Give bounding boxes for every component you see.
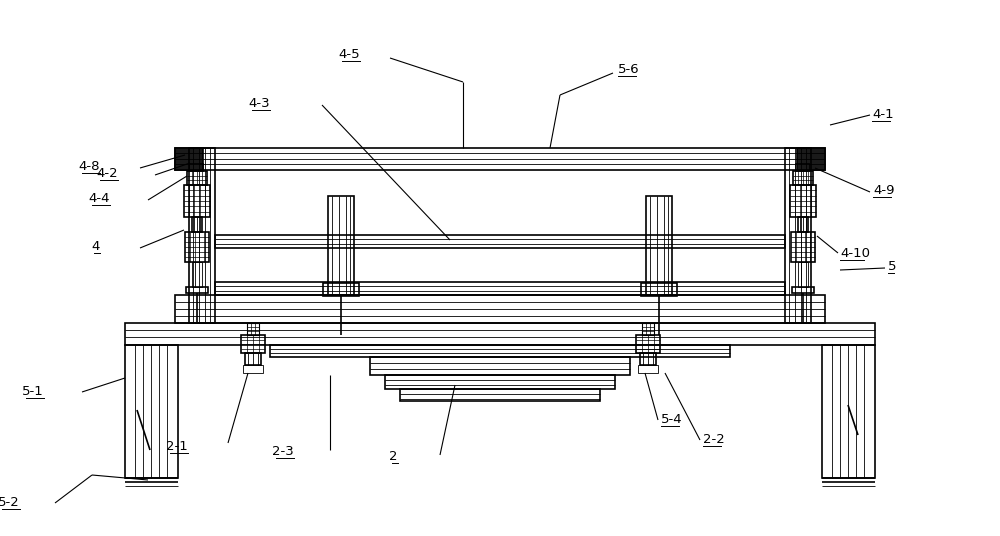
Bar [241, 335, 265, 353]
Bar [642, 323, 654, 335]
Bar [640, 353, 656, 365]
Bar [175, 295, 825, 323]
Bar [792, 287, 814, 293]
Bar [215, 235, 785, 248]
Bar [370, 357, 630, 375]
Bar [187, 171, 207, 185]
Bar [125, 345, 178, 478]
Text: 5-2: 5-2 [0, 496, 20, 509]
Text: 4-2: 4-2 [96, 167, 118, 180]
Text: 4-9: 4-9 [873, 184, 895, 197]
Bar [189, 163, 203, 171]
Bar [793, 171, 813, 185]
Bar [184, 185, 210, 217]
Bar [192, 217, 202, 232]
Bar [328, 196, 354, 295]
Text: 5-1: 5-1 [22, 385, 44, 398]
Text: 4-4: 4-4 [88, 192, 110, 205]
Text: 4-8: 4-8 [78, 160, 100, 173]
Bar [185, 232, 209, 262]
Text: 2-3: 2-3 [272, 445, 294, 458]
Bar [636, 335, 660, 353]
Bar [797, 148, 825, 170]
Text: 2-2: 2-2 [703, 433, 725, 446]
Bar [245, 353, 261, 365]
Text: 4-1: 4-1 [872, 108, 894, 121]
Bar [641, 283, 677, 296]
Bar [790, 185, 816, 217]
Bar [270, 345, 730, 357]
Text: 2: 2 [390, 450, 398, 463]
Bar [186, 287, 208, 293]
Bar [175, 148, 203, 170]
Bar [215, 282, 785, 295]
Text: 4-3: 4-3 [248, 97, 270, 110]
Bar [323, 283, 359, 296]
Bar [646, 196, 672, 295]
Bar [798, 217, 808, 232]
Bar [175, 148, 825, 170]
Bar [638, 365, 658, 373]
Bar [243, 365, 263, 373]
Bar [385, 375, 615, 389]
Bar [785, 148, 811, 323]
Text: 5: 5 [888, 260, 896, 273]
Text: 2-1: 2-1 [166, 440, 188, 453]
Text: 4: 4 [92, 240, 100, 253]
Text: 4-5: 4-5 [338, 48, 360, 61]
Bar [125, 323, 875, 345]
Bar [791, 232, 815, 262]
Bar [189, 148, 215, 323]
Bar [798, 262, 808, 287]
Bar [822, 345, 875, 478]
Text: 4-10: 4-10 [840, 247, 870, 260]
Bar [247, 323, 259, 335]
Bar [192, 262, 202, 287]
Text: 5-6: 5-6 [618, 63, 640, 76]
Bar [795, 163, 809, 171]
Text: 5-4: 5-4 [661, 413, 683, 426]
Bar [400, 389, 600, 401]
